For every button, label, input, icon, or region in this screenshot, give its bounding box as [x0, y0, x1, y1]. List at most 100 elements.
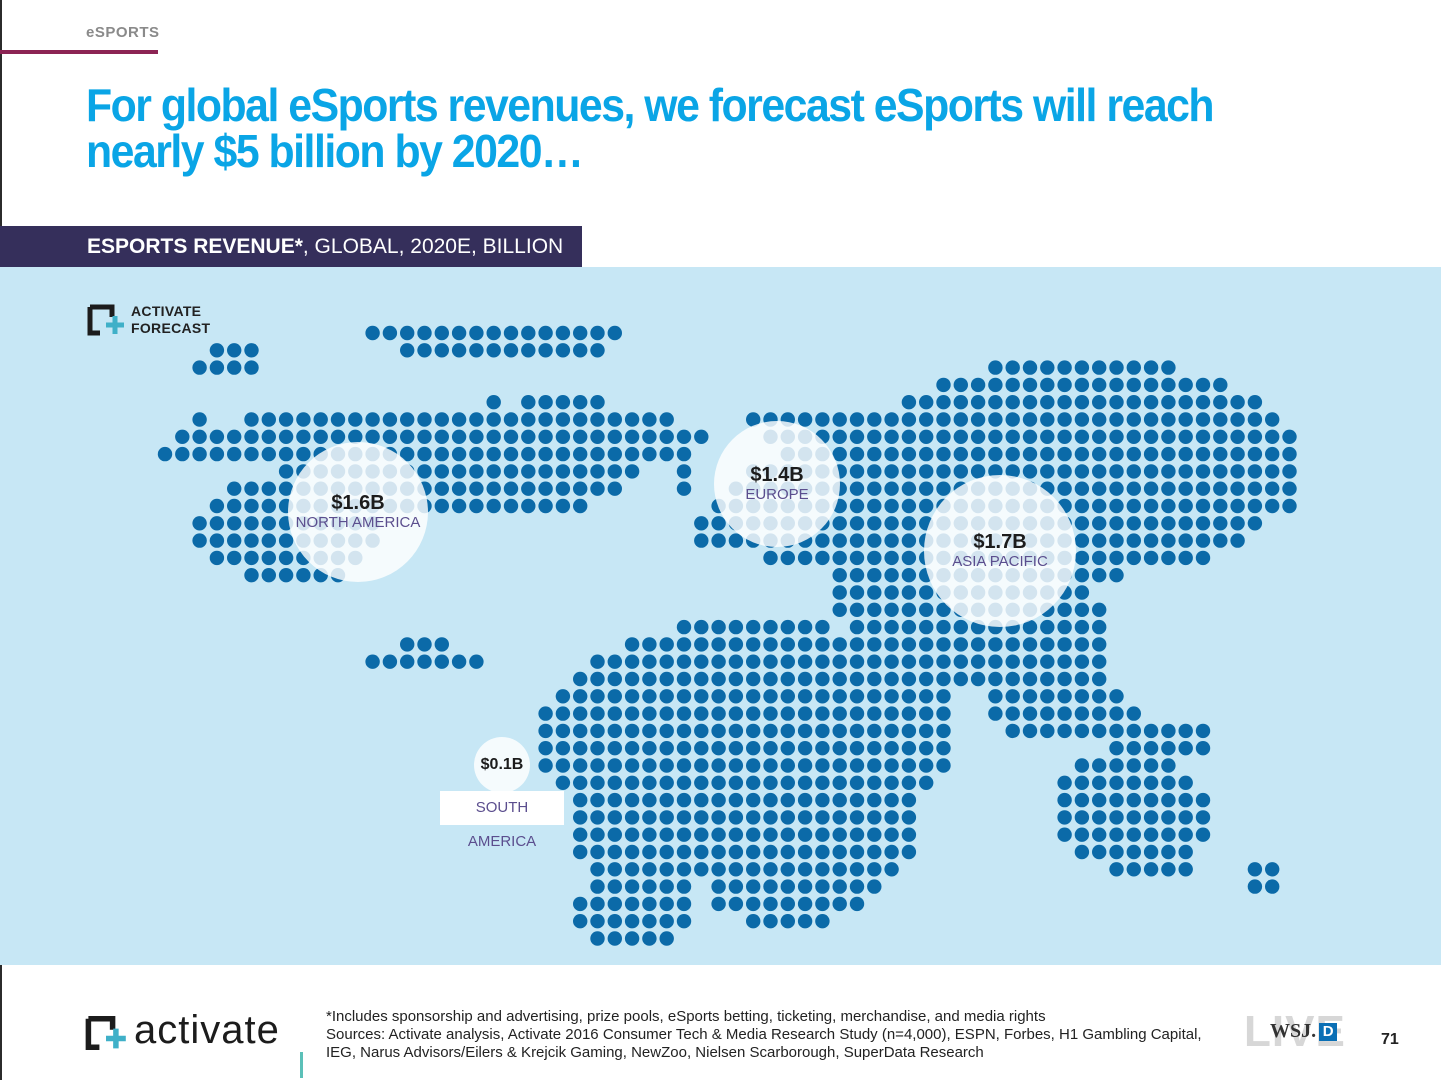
- map-dot: [970, 671, 986, 687]
- map-dot: [694, 827, 709, 842]
- map-dot: [624, 723, 640, 739]
- map-dot: [867, 585, 882, 600]
- map-dot: [1230, 516, 1245, 531]
- map-dot: [1195, 516, 1211, 531]
- map-dot: [711, 741, 726, 756]
- map-dot: [919, 446, 934, 462]
- map-dot: [1126, 862, 1142, 877]
- activate-logo-icon: [87, 304, 124, 336]
- map-dot: [313, 412, 328, 427]
- map-dot: [624, 671, 640, 687]
- map-dot: [1092, 429, 1107, 444]
- map-dot: [555, 343, 571, 358]
- map-dot: [746, 827, 761, 842]
- map-dot: [1195, 395, 1211, 410]
- map-dot: [659, 741, 674, 756]
- map-dot: [624, 758, 640, 773]
- map-dot: [1092, 533, 1107, 548]
- map-dot: [209, 360, 225, 375]
- map-dot: [711, 654, 726, 669]
- map-dot: [1178, 429, 1193, 444]
- map-dot: [711, 862, 726, 877]
- map-dot: [624, 931, 640, 946]
- map-dot: [1109, 723, 1124, 739]
- map-dot: [1022, 395, 1038, 410]
- map-dot: [746, 879, 761, 894]
- map-dot: [659, 412, 674, 427]
- map-dot: [901, 585, 917, 600]
- map-dot: [763, 914, 778, 929]
- map-dot: [1022, 723, 1038, 739]
- map-dot: [953, 395, 968, 410]
- region-value: $0.1B: [480, 756, 524, 773]
- map-dot: [573, 827, 588, 842]
- map-dot: [659, 914, 674, 929]
- map-dot: [1092, 395, 1107, 410]
- map-dot: [694, 741, 709, 756]
- map-dot: [832, 827, 847, 842]
- map-dot: [227, 533, 242, 548]
- map-dot: [1143, 412, 1159, 427]
- map-dot: [590, 671, 605, 687]
- map-dot: [607, 844, 622, 860]
- map-dot: [1040, 360, 1055, 375]
- map-dot: [555, 325, 571, 341]
- map-dot: [659, 844, 674, 860]
- map-dot: [711, 637, 726, 652]
- map-dot: [746, 862, 761, 877]
- map-dot: [763, 844, 778, 860]
- map-dot: [607, 879, 622, 894]
- map-dot: [711, 827, 726, 842]
- map-dot: [746, 671, 761, 687]
- map-dot: [1005, 360, 1020, 375]
- map-dot: [642, 654, 657, 669]
- map-dot: [867, 844, 882, 860]
- map-dot: [382, 654, 398, 669]
- map-dot: [1074, 377, 1090, 393]
- map-dot: [1109, 533, 1124, 548]
- map-dot: [1074, 637, 1090, 652]
- map-dot: [227, 550, 242, 566]
- map-dot: [538, 706, 553, 721]
- map-dot: [1057, 464, 1072, 479]
- map-dot: [590, 654, 605, 669]
- map-dot: [936, 481, 951, 496]
- map-dot: [763, 741, 778, 756]
- map-dot: [1178, 377, 1193, 393]
- wsjd-live-logo: LIVE WSJ. D: [1244, 1010, 1364, 1054]
- map-dot: [607, 792, 622, 808]
- map-dot: [728, 844, 744, 860]
- map-dot: [1213, 498, 1228, 514]
- map-dot: [555, 758, 571, 773]
- map-dot: [503, 412, 519, 427]
- footnote-definition: *Includes sponsorship and advertising, p…: [326, 1008, 1046, 1025]
- map-dot: [244, 412, 259, 427]
- map-dot: [1040, 706, 1055, 721]
- map-dot: [884, 792, 899, 808]
- map-dot: [365, 429, 380, 444]
- map-dot: [884, 568, 899, 583]
- map-dot: [1126, 706, 1142, 721]
- map-dot: [1074, 602, 1090, 617]
- map-dot: [1213, 377, 1228, 393]
- map-dot: [988, 689, 1003, 704]
- map-dot: [849, 654, 865, 669]
- map-dot: [832, 516, 847, 531]
- map-dot: [1092, 619, 1107, 635]
- map-dot: [1074, 550, 1090, 566]
- map-dot: [521, 446, 536, 462]
- map-dot: [970, 464, 986, 479]
- map-dot: [555, 429, 571, 444]
- map-dot: [1143, 533, 1159, 548]
- map-dot: [936, 637, 951, 652]
- map-dot: [417, 654, 432, 669]
- map-dot: [1074, 844, 1090, 860]
- map-dot: [970, 429, 986, 444]
- map-dot: [1074, 429, 1090, 444]
- map-dot: [503, 343, 519, 358]
- map-dot: [867, 498, 882, 514]
- map-dot: [538, 758, 553, 773]
- map-dot: [590, 914, 605, 929]
- map-dot: [832, 429, 847, 444]
- map-dot: [849, 741, 865, 756]
